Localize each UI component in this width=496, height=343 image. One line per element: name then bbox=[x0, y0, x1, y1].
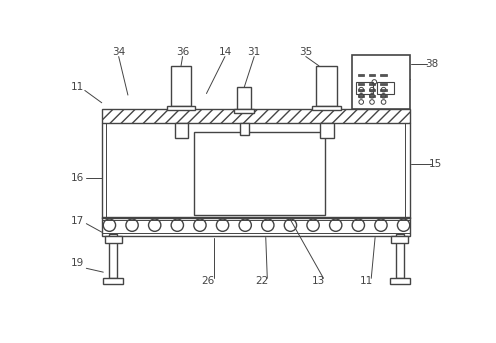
Bar bbox=[380, 89, 387, 91]
Bar bbox=[105, 236, 122, 243]
Bar bbox=[194, 132, 325, 215]
Bar bbox=[390, 278, 410, 284]
Bar bbox=[103, 278, 124, 284]
Text: 14: 14 bbox=[218, 47, 232, 57]
Bar bbox=[369, 89, 375, 91]
Bar bbox=[316, 66, 337, 106]
Bar bbox=[356, 82, 373, 94]
Bar bbox=[380, 74, 387, 76]
Text: 26: 26 bbox=[201, 276, 215, 286]
Text: 36: 36 bbox=[176, 47, 189, 57]
Bar bbox=[240, 123, 249, 135]
Text: 11: 11 bbox=[360, 276, 373, 286]
Text: 11: 11 bbox=[70, 82, 84, 92]
Bar bbox=[352, 55, 410, 109]
Bar bbox=[102, 217, 410, 236]
Bar bbox=[175, 123, 188, 138]
Text: 34: 34 bbox=[112, 47, 125, 57]
Bar bbox=[312, 106, 341, 110]
Bar bbox=[102, 109, 410, 123]
Bar bbox=[380, 83, 387, 85]
Bar bbox=[380, 95, 387, 97]
Bar bbox=[369, 83, 375, 85]
Text: 13: 13 bbox=[312, 276, 325, 286]
Bar bbox=[358, 83, 364, 85]
Bar bbox=[391, 236, 408, 243]
Bar bbox=[358, 95, 364, 97]
Text: 17: 17 bbox=[70, 215, 84, 226]
Bar bbox=[234, 109, 254, 113]
Text: 19: 19 bbox=[70, 258, 84, 268]
Bar bbox=[396, 234, 404, 278]
Bar bbox=[369, 95, 375, 97]
Bar bbox=[369, 74, 375, 76]
Bar bbox=[319, 123, 333, 138]
Text: 38: 38 bbox=[425, 59, 438, 69]
Bar bbox=[358, 74, 364, 76]
Bar bbox=[237, 87, 251, 109]
Text: 22: 22 bbox=[255, 276, 268, 286]
Text: 15: 15 bbox=[429, 159, 442, 169]
Text: 31: 31 bbox=[248, 47, 261, 57]
Bar bbox=[167, 106, 195, 110]
Text: 35: 35 bbox=[299, 47, 312, 57]
Text: 16: 16 bbox=[70, 173, 84, 183]
Bar bbox=[171, 66, 191, 106]
Bar bbox=[110, 234, 117, 278]
Bar bbox=[376, 82, 393, 94]
Bar bbox=[358, 89, 364, 91]
